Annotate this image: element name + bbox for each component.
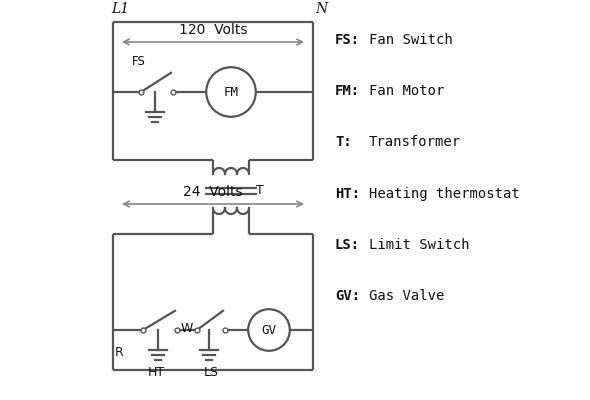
Text: Gas Valve: Gas Valve bbox=[369, 289, 444, 303]
Text: FS:: FS: bbox=[335, 33, 360, 47]
Text: FS: FS bbox=[132, 55, 146, 68]
Text: GV: GV bbox=[261, 324, 277, 336]
Text: W: W bbox=[180, 322, 192, 334]
Text: FM: FM bbox=[224, 86, 238, 98]
Text: LS: LS bbox=[204, 366, 218, 379]
Text: FM:: FM: bbox=[335, 84, 360, 98]
Text: L1: L1 bbox=[111, 2, 129, 16]
Text: 120  Volts: 120 Volts bbox=[179, 23, 247, 37]
Text: GV:: GV: bbox=[335, 289, 360, 303]
Text: HT:: HT: bbox=[335, 186, 360, 201]
Text: 24  Volts: 24 Volts bbox=[183, 185, 243, 199]
Text: Transformer: Transformer bbox=[369, 135, 461, 149]
Text: LS:: LS: bbox=[335, 238, 360, 252]
Text: T:: T: bbox=[335, 135, 352, 149]
Text: Heating thermostat: Heating thermostat bbox=[369, 186, 520, 201]
Text: T: T bbox=[256, 184, 264, 198]
Text: R: R bbox=[115, 346, 124, 359]
Text: HT: HT bbox=[148, 366, 165, 379]
Text: Limit Switch: Limit Switch bbox=[369, 238, 470, 252]
Text: Fan Motor: Fan Motor bbox=[369, 84, 444, 98]
Text: Fan Switch: Fan Switch bbox=[369, 33, 453, 47]
Text: N: N bbox=[315, 2, 327, 16]
